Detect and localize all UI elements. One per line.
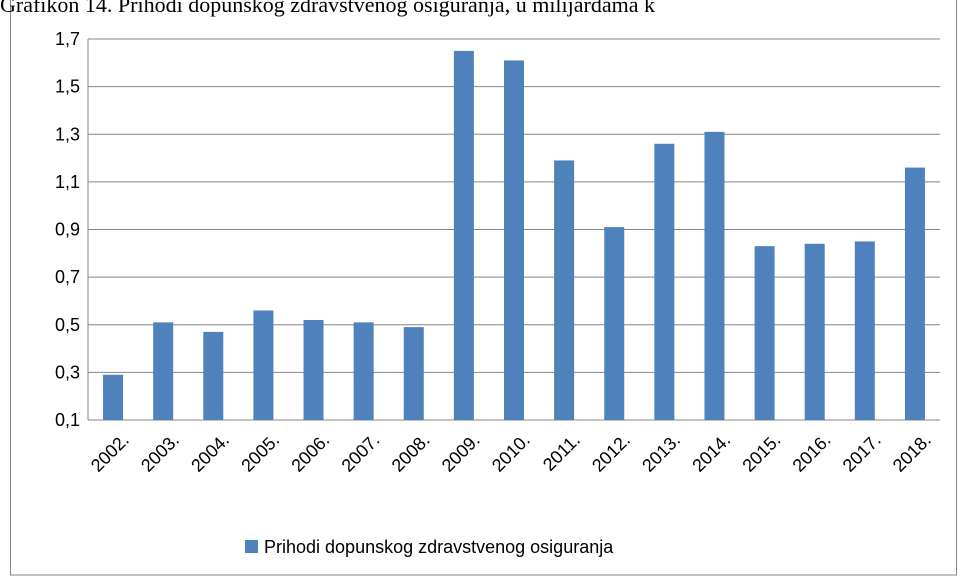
y-tick-label: 1,3 bbox=[55, 124, 80, 144]
y-tick-label: 1,5 bbox=[55, 77, 80, 97]
y-tick-label: 0,5 bbox=[55, 315, 80, 335]
y-tick-label: 0,3 bbox=[55, 362, 80, 382]
bar bbox=[654, 143, 675, 420]
legend-swatch bbox=[245, 540, 258, 553]
bar bbox=[303, 319, 324, 420]
bar bbox=[103, 374, 124, 420]
bar bbox=[203, 331, 224, 420]
chart-frame bbox=[10, 0, 957, 576]
bar bbox=[403, 327, 424, 420]
bar bbox=[904, 167, 925, 420]
bar bbox=[804, 243, 825, 420]
legend-label: Prihodi dopunskog zdravstvenog osiguranj… bbox=[264, 537, 614, 557]
y-tick-label: 0,7 bbox=[55, 267, 80, 287]
bar bbox=[453, 50, 474, 420]
bar bbox=[554, 160, 575, 420]
bar bbox=[854, 241, 875, 420]
y-tick-label: 1,1 bbox=[55, 172, 80, 192]
bar bbox=[153, 322, 174, 420]
bar bbox=[704, 131, 725, 420]
chart-title: Grafikon 14. Prihodi dopunskog zdravstve… bbox=[0, 0, 655, 17]
y-tick-label: 1,7 bbox=[55, 29, 80, 49]
bar bbox=[504, 60, 524, 421]
bar bbox=[253, 310, 274, 420]
y-tick-label: 0,9 bbox=[55, 220, 80, 240]
bar bbox=[754, 246, 775, 420]
y-tick-label: 0,1 bbox=[55, 410, 80, 430]
bar bbox=[604, 227, 625, 420]
bar bbox=[353, 322, 374, 420]
